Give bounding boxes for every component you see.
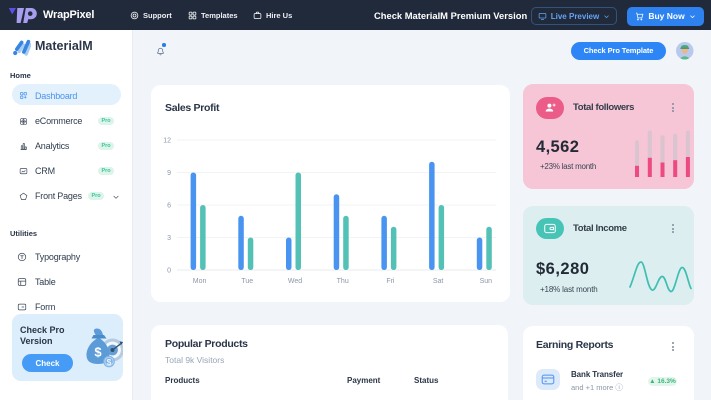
svg-text:0: 0	[167, 268, 171, 275]
svg-text:Sun: Sun	[480, 278, 493, 285]
svg-text:Wed: Wed	[288, 278, 302, 285]
svg-text:$: $	[107, 357, 112, 367]
svg-text:Tue: Tue	[241, 278, 253, 285]
svg-text:Sat: Sat	[433, 278, 444, 285]
svg-text:$: $	[94, 345, 102, 360]
svg-text:6: 6	[167, 203, 171, 210]
svg-text:12: 12	[163, 138, 171, 145]
svg-text:Fri: Fri	[386, 278, 395, 285]
svg-text:Mon: Mon	[193, 278, 207, 285]
svg-text:Thu: Thu	[337, 278, 349, 285]
svg-text:3: 3	[167, 235, 171, 242]
svg-text:9: 9	[167, 170, 171, 177]
